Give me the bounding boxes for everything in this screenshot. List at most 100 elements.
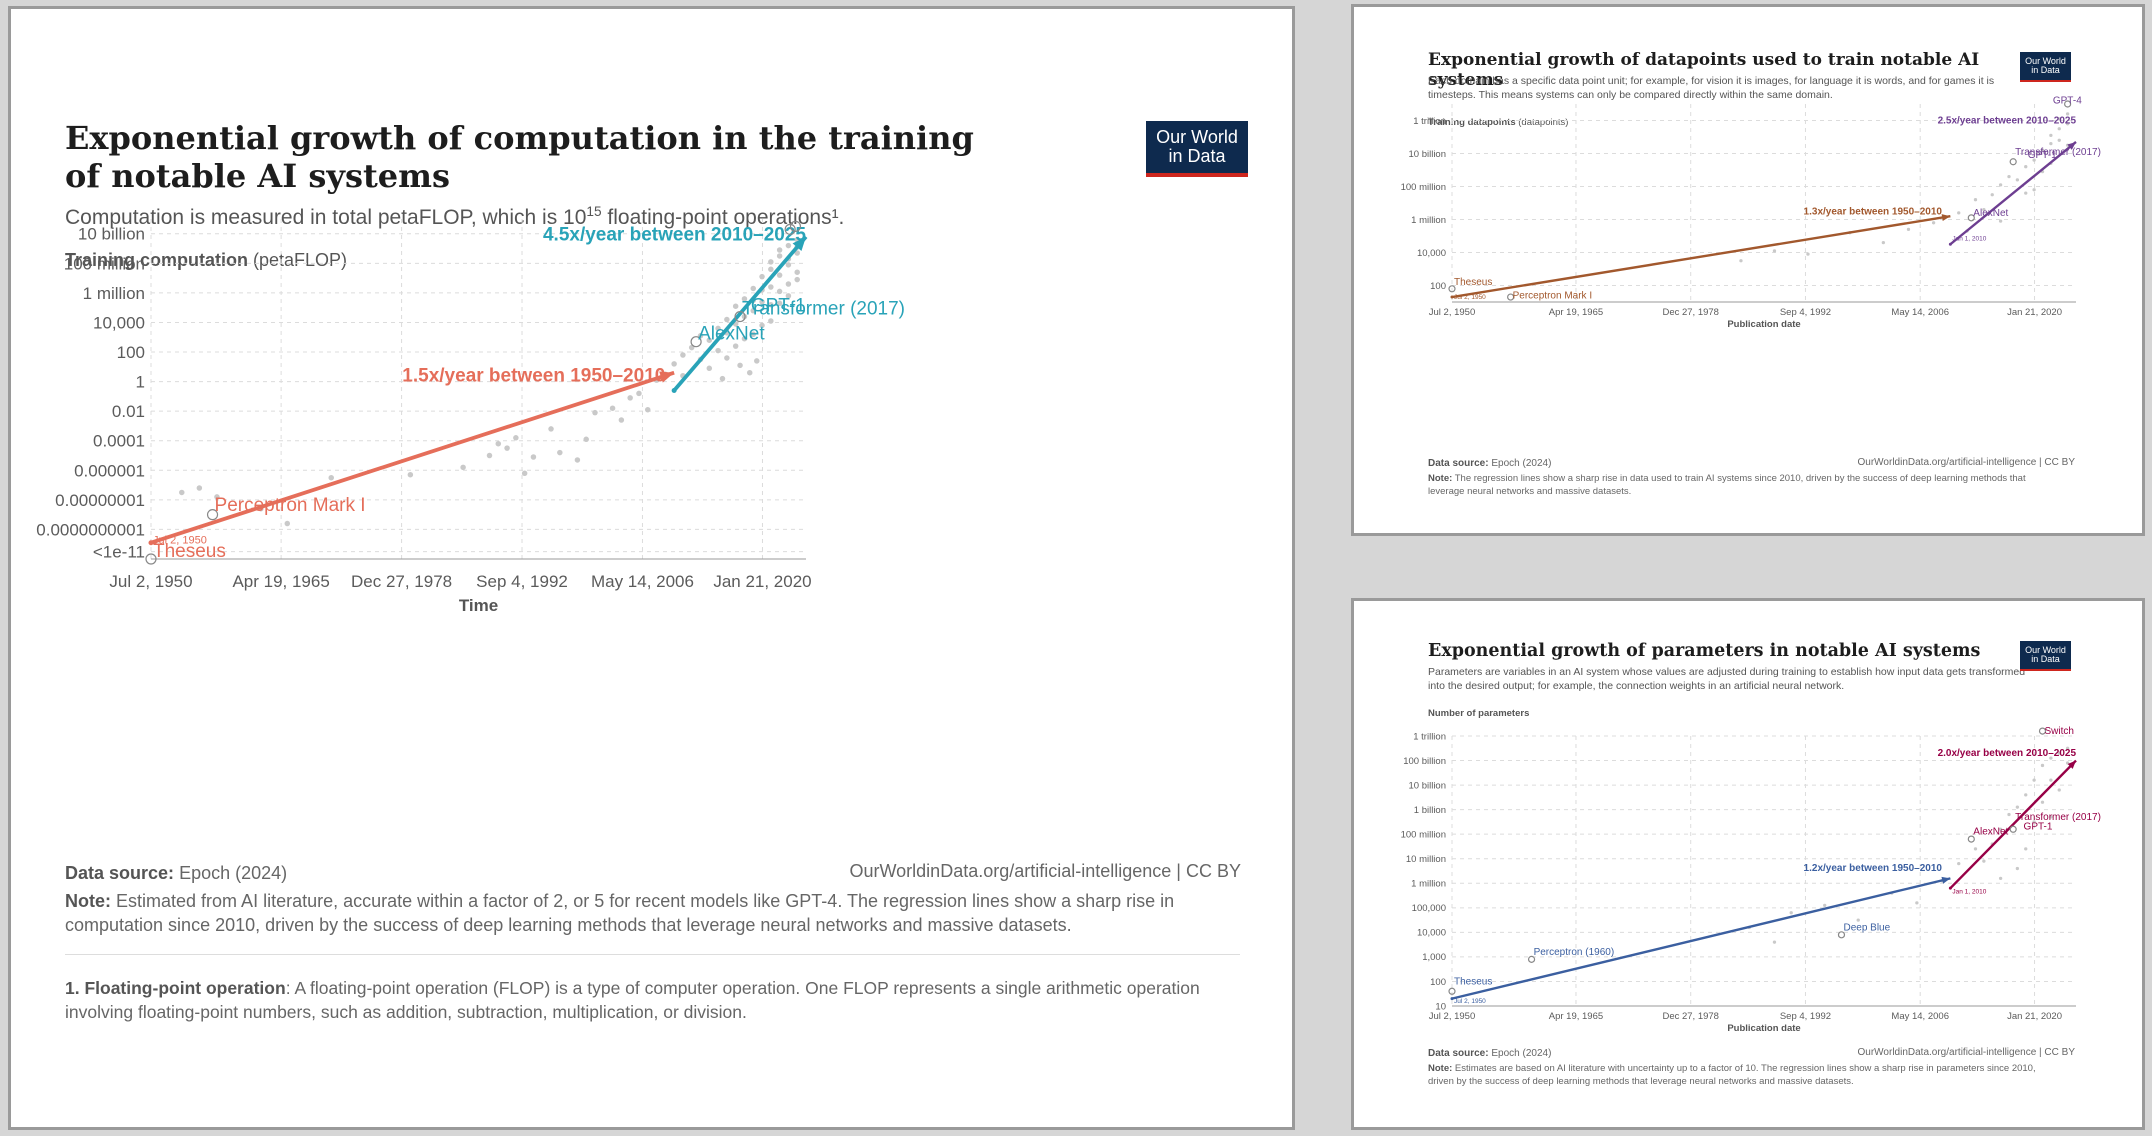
system-marker [206,509,219,521]
source-url[interactable]: OurWorldinData.org/artificial-intelligen… [1857,1047,2076,1058]
note-text: The regression lines show a sharp rise i… [1428,473,2026,497]
x-tick-label: Sep 4, 1992 [1780,1011,1831,1022]
data-point [2024,847,2028,851]
data-point [2057,127,2061,131]
datapoints-chart: 1 trillion 10 billion 100 million 1 million… [1401,96,2101,330]
system-marker [2038,727,2047,735]
owid-logo[interactable]: Our World in Data [2020,641,2071,671]
system-label: GPT-1 [2024,822,2053,833]
data-point [2040,148,2045,152]
data-point [1915,901,1919,905]
data-source-text: Epoch (2024) [1491,1048,1552,1059]
logo-line-2: in Data [2031,65,2060,75]
note-text: Estimates are based on AI literature wit… [1428,1063,2036,1087]
chart-title: Exponential growth of computation in the… [65,119,974,196]
data-point [776,272,783,278]
trend-arrowhead [2067,760,2076,769]
system-marker [2064,100,2072,108]
logo-line-1: Our World [1156,127,1238,148]
system-label: Perceptron Mark I [1513,290,1592,301]
data-point [2007,812,2011,817]
y-tick-label: 10,000 [1417,928,1446,939]
trend-line [1451,215,1951,299]
system-marker [1967,214,1975,222]
y-axis-title: Training computation (petaFLOP) [65,250,347,271]
y-tick-label: 0.01 [112,402,145,421]
system-marker [690,336,702,348]
note-label: Note: [65,891,111,911]
y-axis-unit: (datapoints) [1518,117,1569,128]
note-label: Note: [1428,473,1453,484]
data-point [504,445,510,451]
data-source-text: Epoch (2024) [1491,458,1552,469]
trend-label: 2.0x/year between 2010–2025 [1938,748,2077,759]
source-url[interactable]: OurWorldinData.org/artificial-intelligen… [1857,457,2076,468]
y-tick-label: 100 million [1401,182,1446,193]
y-tick-label: 1 trillion [1413,116,1446,127]
x-tick-label: Jan 21, 2020 [713,572,811,591]
data-point [2015,805,2020,809]
trend-arrowhead [1941,214,1951,221]
system-label: Theseus [153,541,226,562]
note-text: Estimated from AI literature, accurate w… [65,891,1175,936]
x-tick-label: Apr 19, 1965 [1549,1011,1603,1022]
data-point [785,242,792,249]
x-tick-label: Apr 19, 1965 [1549,307,1603,318]
chart-title: Exponential growth of parameters in nota… [1428,641,1981,661]
data-point [794,276,800,283]
source-url[interactable]: OurWorldinData.org/artificial-intelligen… [849,861,1242,881]
system-marker [789,220,802,232]
system-marker [2009,158,2017,166]
data-point [746,369,753,376]
data-point [719,375,726,382]
system-label: Transformer (2017) [742,299,905,320]
data-point [1906,227,1911,232]
data-point [776,253,783,259]
system-label: Deep Blue [1843,922,1890,933]
data-point [794,250,800,256]
system-marker [1448,285,1456,293]
owid-logo[interactable]: Our World in Data [1146,121,1248,177]
data-source-text: Epoch (2024) [179,863,288,883]
data-point [2065,112,2070,116]
data-point [1990,193,1994,197]
trend-line [672,235,808,392]
data-point [776,288,783,295]
trend-arrowhead [659,371,675,383]
data-point [2049,133,2053,137]
data-point [548,426,554,432]
subtitle-text: Computation is measured in total petaFLO… [65,206,587,229]
x-tick-label: Jan 21, 2020 [2007,307,2062,318]
data-point [1973,198,1978,202]
data-point [1739,259,1743,263]
y-tick-label: 100 million [1401,830,1446,841]
y-axis-title-text: Number of parameters [1428,708,1530,719]
data-point [574,457,581,463]
data-point [2024,191,2028,195]
data-point [495,440,502,447]
data-point [1772,940,1777,944]
system-marker [1448,987,1456,995]
trend-label: 1.2x/year between 1950–2010 [1804,863,1943,874]
owid-logo[interactable]: Our World in Data [2020,52,2071,82]
data-point [754,358,760,364]
data-point [759,299,765,305]
data-point [2032,778,2036,782]
system-marker [1837,931,1846,939]
y-tick-label: 0.00000001 [55,491,145,510]
system-label: Perceptron Mark I [215,495,366,516]
x-tick-label: May 14, 2006 [1891,307,1949,318]
x-tick-label: Dec 27, 1978 [1662,1011,1719,1022]
data-point [2057,117,2061,121]
data-point [785,262,792,268]
y-tick-label: 100 [117,343,145,362]
x-tick-label: Apr 19, 1965 [232,572,329,591]
data-point [1789,911,1793,915]
trend-start-dot [1450,997,1454,1001]
x-axis-title: Publication date [1727,319,1800,330]
y-axis-title-text: Training computation [65,250,248,270]
trend-arrowhead [1941,876,1951,884]
system-label: Transformer (2017) [2015,147,2101,158]
data-point [732,303,739,309]
footnote-text: : A floating-point operation (FLOP) is a… [65,978,1200,1022]
